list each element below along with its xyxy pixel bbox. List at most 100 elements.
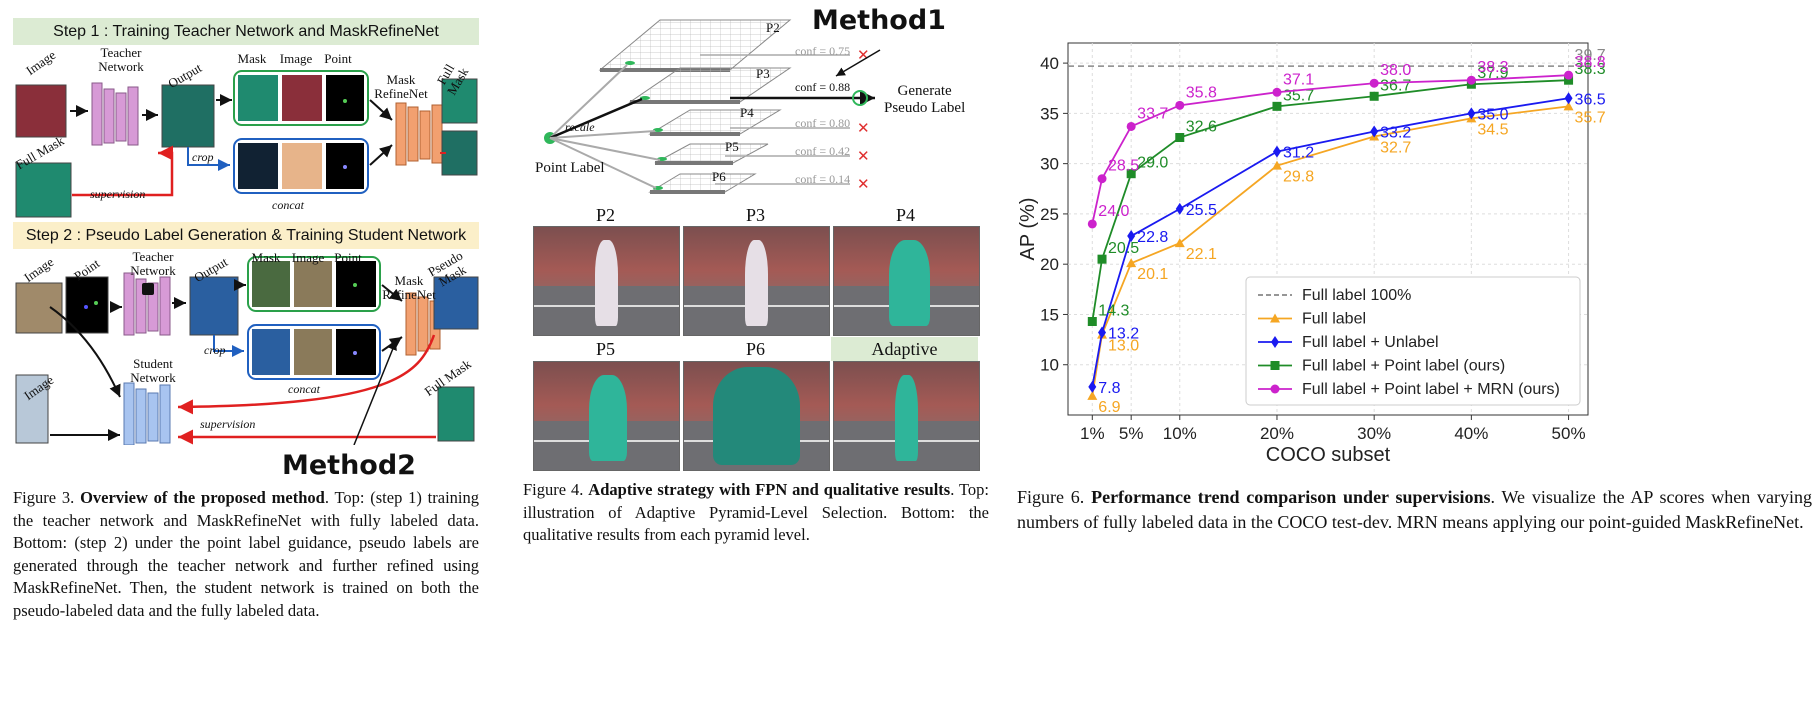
legend-marker [1270,384,1280,394]
step2-point-thumb [65,276,109,334]
legend-marker [1270,361,1280,370]
label-concat-s2: concat [288,382,320,396]
data-point [1564,70,1574,80]
data-point [1126,258,1137,268]
panel-title-p4: P4 [895,205,915,225]
reject-icon-p4: ✕ [857,120,870,137]
conf-p6: conf = 0.14 [795,172,851,186]
x-tick-label: 30% [1357,424,1391,443]
data-point [1369,91,1379,101]
label-teacher-network-s2: Teacher Network [130,249,176,278]
data-point [1370,125,1379,138]
data-label: 14.3 [1098,302,1129,319]
data-point [1175,133,1185,143]
recale-label: recale [565,120,595,134]
data-label: 38.3 [1575,61,1606,78]
label-point-col-s2: Point [334,250,362,265]
data-label: 13.2 [1108,326,1139,343]
data-point [1466,75,1476,85]
pseudo-mask-thumb [433,276,479,330]
y-tick-label: 30 [1040,155,1059,174]
legend-box [1245,276,1581,406]
conf-p4: conf = 0.80 [795,116,851,130]
result-image-p5 [533,361,680,471]
y-tick-label: 10 [1040,356,1059,375]
x-tick-label: 20% [1260,424,1294,443]
level-p5-label: P5 [725,139,739,154]
conf-p2: conf = 0.75 [795,44,851,58]
x-tick-label: 40% [1454,424,1488,443]
y-tick-label: 25 [1040,205,1059,224]
y-tick-label: 40 [1040,54,1059,73]
data-label: 32.7 [1380,140,1411,157]
data-label: 35.8 [1186,84,1217,101]
label-image-col-s2: Image [291,250,325,265]
legend-label: Full label + Unlabel [1302,334,1439,351]
label-point: Point [324,51,352,66]
data-point [1126,121,1136,131]
legend-label: Full label [1302,311,1366,328]
step2-image-thumb [15,282,63,334]
data-point [1097,174,1107,184]
data-point [1175,100,1185,110]
method1-label: Method1 [812,5,946,36]
panel-title-p6: P6 [745,339,765,359]
result-image-p2 [533,226,680,336]
pseudo-label-text: Pseudo Label [884,100,966,116]
point-label-text: Point Label [535,160,605,176]
fig6-caption: Figure 6. Performance trend comparison u… [1017,485,1812,534]
data-label: 37.1 [1283,71,1314,88]
reject-icon-p5: ✕ [857,148,870,165]
pyramid-p6 [648,173,757,193]
label-crop: crop [192,150,214,164]
data-label: 7.8 [1098,380,1120,397]
data-label: 22.8 [1137,229,1168,246]
data-label: 25.5 [1186,202,1217,219]
data-label: 22.1 [1186,246,1217,263]
data-label: 20.1 [1137,266,1168,283]
data-point [1563,101,1574,111]
x-tick-label: 5% [1119,424,1144,443]
fig3-caption-body: . Top: (step 1) training the teacher net… [13,488,480,620]
legend-marker [1271,336,1279,348]
input-image-thumb [15,84,67,138]
panel-title-p2: P2 [595,205,615,225]
data-label: 33.7 [1137,105,1168,122]
data-label: 28.5 [1108,158,1139,175]
step1-banner: Step 1 : Training Teacher Network and Ma… [13,18,479,45]
legend-label: Full label + Point label + MRN (ours) [1302,381,1560,398]
legend-marker [1270,313,1280,323]
conf-p5: conf = 0.42 [795,144,851,158]
fig4-caption-prefix: Figure 4. [523,480,584,499]
data-point [1175,202,1184,215]
label-mask-refinenet-s2: Mask RefineNet [382,273,436,302]
output-thumb [161,84,215,148]
reject-icon-p6: ✕ [857,176,870,193]
series-line-3 [1091,79,1569,322]
student-network-block [123,382,171,445]
mask-refinenet-block-1 [395,102,443,166]
generate-text: Generate [897,83,952,99]
method2-label: Method2 [282,450,416,481]
y-tick-label: 20 [1040,255,1059,274]
data-point [1467,107,1476,120]
result-image-p4 [833,226,980,336]
pyramid-p4 [648,109,782,135]
fig4-pyramid-diagram: ✕ ✕ ✕ ✕ [544,19,881,194]
x-tick-label: 1% [1080,424,1105,443]
fig3-caption-prefix: Figure 3. [13,488,75,507]
data-point [1271,160,1282,170]
panel-title-adaptive: Adaptive [831,337,978,361]
fig3-caption-title: Overview of the proposed method [80,488,325,507]
result-image-p6 [683,361,830,471]
label-concat: concat [272,198,304,212]
panel-title-p3: P3 [745,205,765,225]
x-tick-label: 50% [1552,424,1586,443]
data-label: 38.3 [1477,59,1508,76]
series-line-1 [1091,105,1569,397]
data-label: 29.8 [1283,169,1314,186]
legend-label: Full label + Point label (ours) [1302,358,1505,375]
data-point [1564,75,1574,85]
student-image-thumb [15,374,49,444]
y-tick-label: 15 [1040,305,1059,324]
